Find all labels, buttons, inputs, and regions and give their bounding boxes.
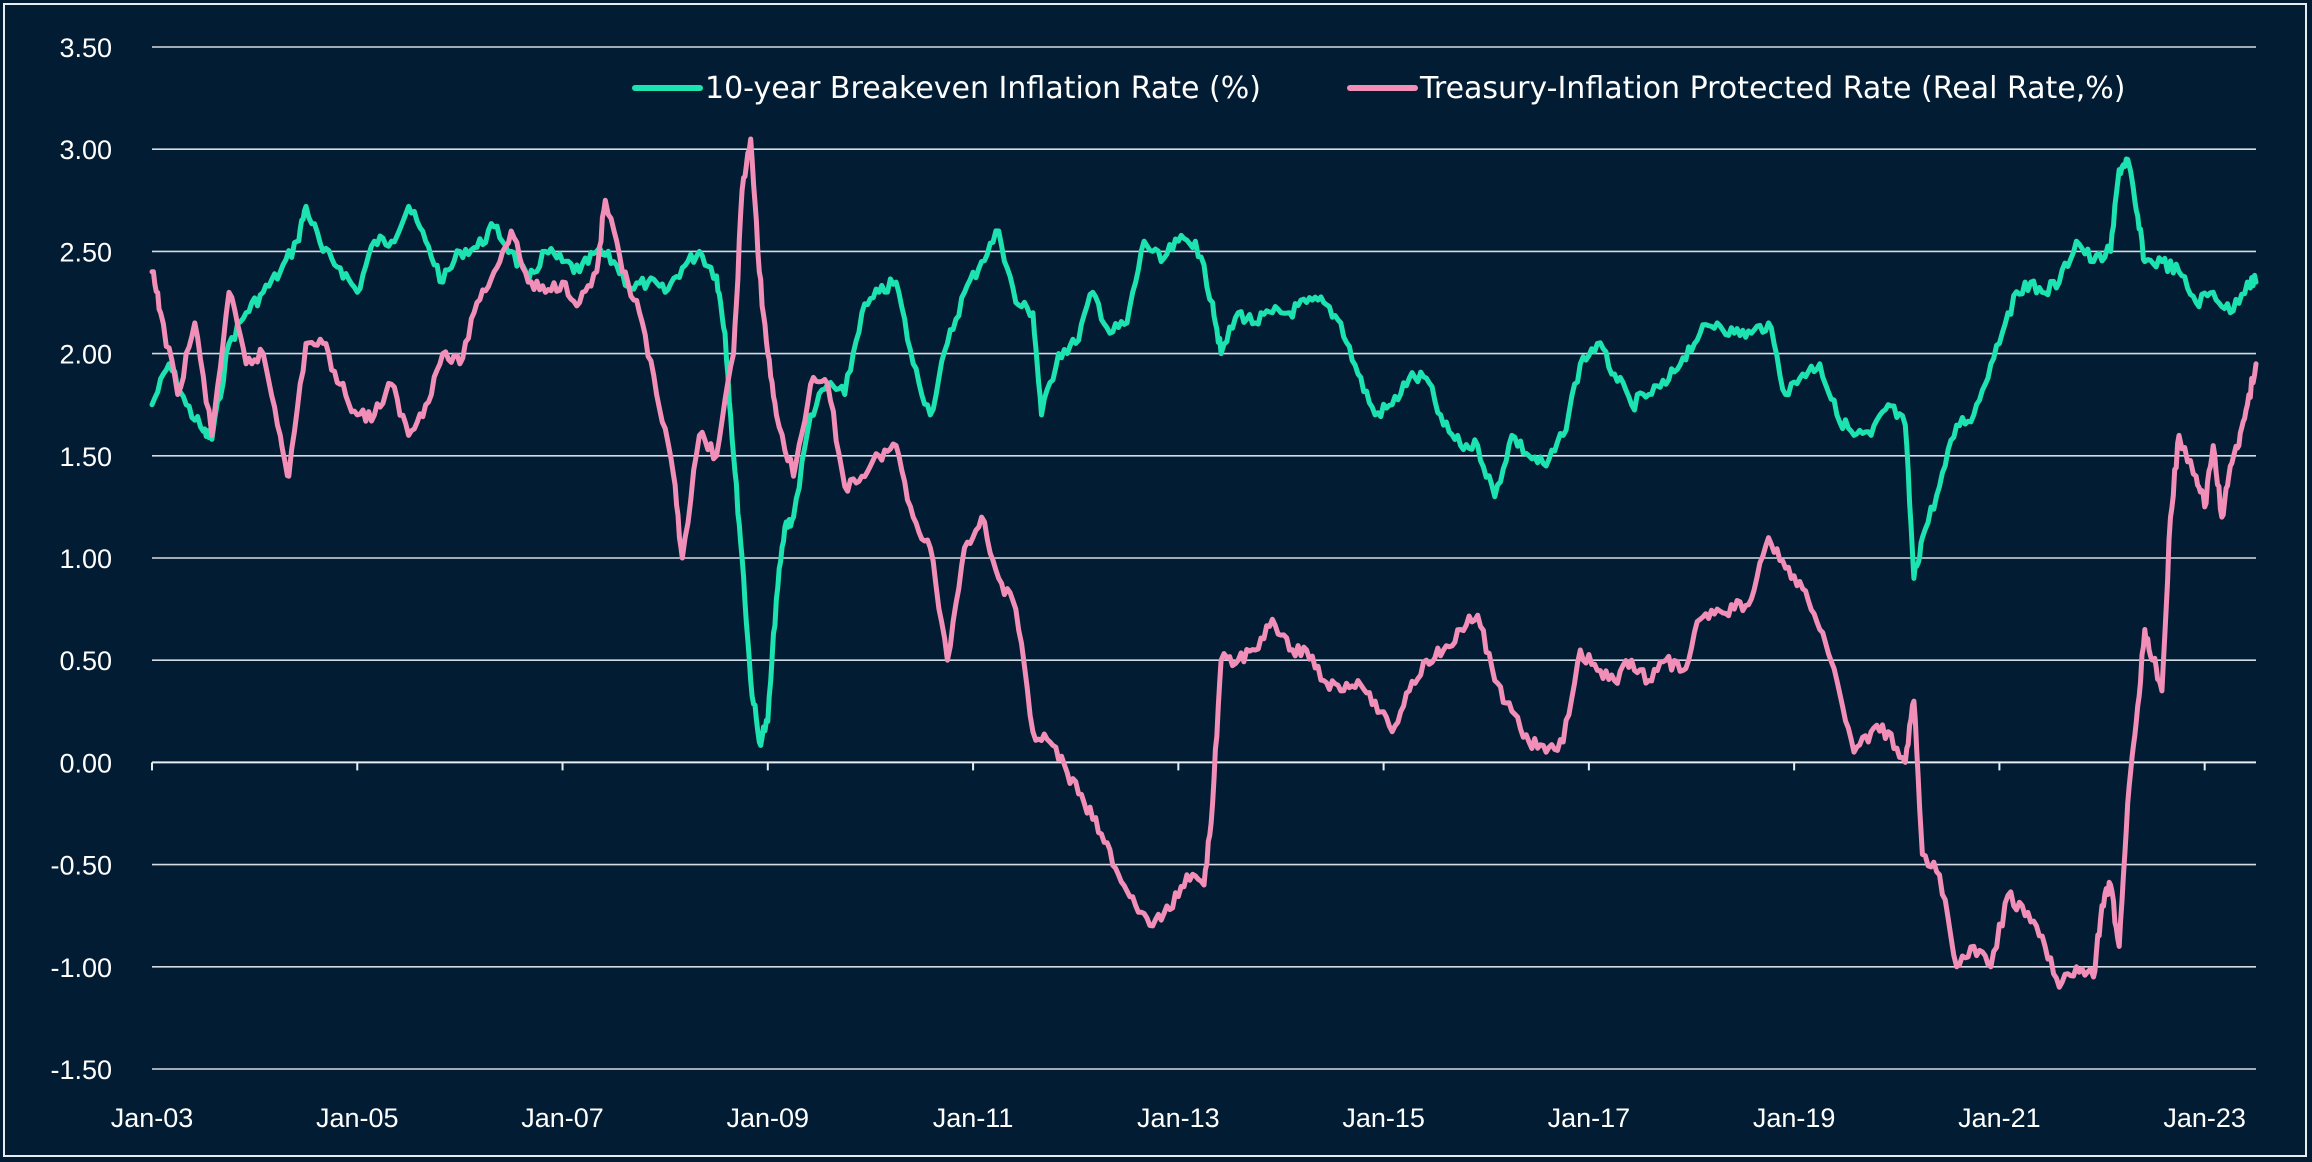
gridlines	[152, 46, 2256, 1070]
y-tick-label: -0.50	[50, 851, 112, 881]
y-tick-label: 3.50	[59, 33, 112, 63]
x-tick-label: Jan-11	[933, 1103, 1014, 1133]
legend-label-real-rate: Treasury-Inflation Protected Rate (Real …	[1419, 71, 2125, 106]
series-line-real-rate	[149, 136, 2259, 990]
y-tick-label: 2.50	[59, 237, 112, 267]
y-tick-label: 2.00	[59, 340, 112, 370]
x-tick-label: Jan-07	[521, 1103, 604, 1133]
x-tick-label: Jan-05	[316, 1103, 399, 1133]
y-tick-label: 0.50	[59, 646, 112, 676]
series-lines	[149, 136, 2259, 990]
y-tick-label: 1.00	[59, 544, 112, 574]
x-tick-label: Jan-09	[727, 1103, 810, 1133]
x-tick-label: Jan-15	[1342, 1103, 1425, 1133]
y-tick-label: 3.00	[59, 135, 112, 165]
series-line-breakeven	[149, 156, 2259, 748]
x-tick-label: Jan-23	[2163, 1103, 2246, 1133]
y-tick-label: 0.00	[59, 748, 112, 778]
legend-label-breakeven: 10-year Breakeven Inflation Rate (%)	[705, 71, 1261, 106]
x-tick-label: Jan-13	[1137, 1103, 1220, 1133]
chart-frame	[3, 3, 2307, 1157]
y-tick-label: 1.50	[59, 442, 112, 472]
y-axis-ticks: 3.50 3.00 2.50 2.00 1.50 1.00 0.50 0.00 -0.50 -1.…	[50, 33, 112, 1085]
x-tick-label: Jan-17	[1548, 1103, 1631, 1133]
x-tick-label: Jan-03	[111, 1103, 194, 1133]
x-tick-label: Jan-19	[1753, 1103, 1836, 1133]
y-tick-label: -1.00	[50, 953, 112, 983]
x-tick-label: Jan-21	[1958, 1103, 2041, 1133]
legend: 10-year Breakeven Inflation Rate (%) Tre…	[632, 71, 2125, 106]
x-axis: Jan-03 Jan-05 Jan-07 Jan-09 Jan-11 Jan-13 Jan-…	[111, 762, 2246, 1133]
y-tick-label: -1.50	[50, 1055, 112, 1085]
